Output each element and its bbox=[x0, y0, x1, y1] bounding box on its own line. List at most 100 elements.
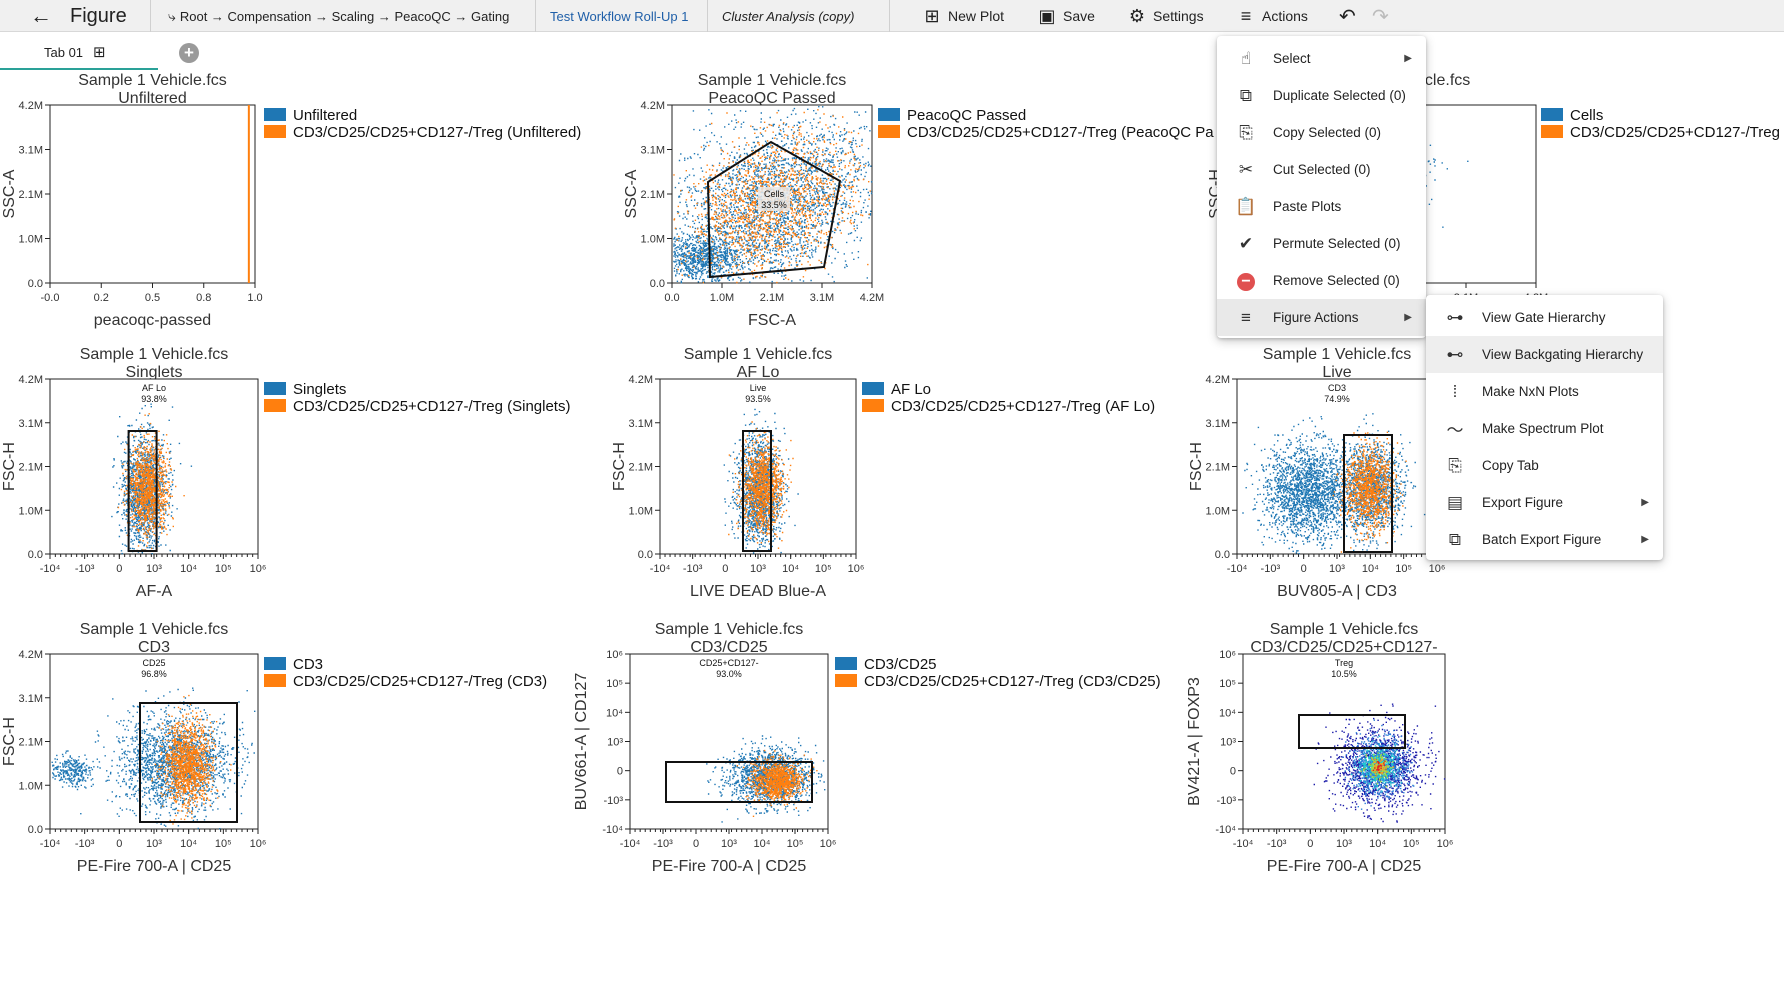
y-tick-label: 0.0 bbox=[28, 278, 43, 290]
y-axis-label: FSC-H bbox=[1, 717, 18, 766]
gate-percent: 96.8% bbox=[141, 669, 167, 679]
menu-item-select[interactable]: ☝ Select ▶ bbox=[1217, 40, 1426, 77]
plot-subtitle: Unfiltered bbox=[118, 90, 186, 107]
save-button[interactable]: ▣ Save bbox=[1037, 0, 1094, 32]
legend-swatch bbox=[264, 108, 286, 121]
menu-item-copy-selected-0[interactable]: ⎘ Copy Selected (0) bbox=[1217, 114, 1426, 151]
x-tick-label: 10⁶ bbox=[250, 838, 267, 850]
undo-button[interactable]: ↶ bbox=[1339, 0, 1356, 32]
menu-item-view-backgating-hierarchy[interactable]: ⊷ View Backgating Hierarchy bbox=[1426, 336, 1663, 373]
plot-subtitle: CD3/CD25/CD25+CD127- bbox=[1250, 639, 1437, 656]
plot-subtitle: AF Lo bbox=[737, 364, 780, 381]
legend-swatch bbox=[264, 674, 286, 687]
menu-item-view-gate-hierarchy[interactable]: ⊶ View Gate Hierarchy bbox=[1426, 299, 1663, 336]
x-tick-label: 10³ bbox=[1336, 838, 1352, 850]
y-tick-label: 3.1M bbox=[19, 693, 43, 705]
legend-swatch bbox=[264, 399, 286, 412]
y-tick-label: 10⁶ bbox=[1219, 649, 1236, 661]
gate-name: AF Lo bbox=[142, 383, 166, 393]
actions-button[interactable]: ≡ Actions bbox=[1236, 0, 1308, 32]
plot-panel: Sample 1 Vehicle.fcsUnfiltered4.2M3.1M2.… bbox=[1, 72, 581, 329]
legend-entry: Cells bbox=[1570, 107, 1603, 124]
plot-frame bbox=[49, 378, 259, 555]
y-tick-label: 3.1M bbox=[641, 145, 665, 157]
y-tick-label: 3.1M bbox=[19, 145, 43, 157]
workflow-tab-roll-up[interactable]: Test Workflow Roll-Up 1 bbox=[550, 8, 689, 24]
y-tick-label: 2.1M bbox=[19, 737, 43, 749]
add-tab-button[interactable]: + bbox=[179, 43, 199, 63]
legend-swatch bbox=[878, 125, 900, 138]
undo-icon: ↶ bbox=[1339, 5, 1356, 28]
x-tick-label: 10⁵ bbox=[215, 563, 232, 575]
menu-item-remove-selected-0[interactable]: − Remove Selected (0) bbox=[1217, 262, 1426, 299]
legend-entry: CD3/CD25/CD25+CD127-/Treg bbox=[1570, 124, 1780, 141]
menu-item-make-spectrum-plot[interactable]: 〜 Make Spectrum Plot bbox=[1426, 410, 1663, 447]
y-tick-label: 1.0M bbox=[19, 234, 43, 246]
y-tick-label: 0 bbox=[617, 766, 623, 778]
x-tick-label: -10³ bbox=[1267, 838, 1287, 850]
scatter-points bbox=[1372, 760, 1386, 774]
gate-rectangle bbox=[1298, 714, 1406, 749]
new-plot-button[interactable]: ⊞ New Plot bbox=[922, 0, 1004, 32]
tab-01[interactable]: Tab 01 ⊞ bbox=[0, 36, 158, 70]
y-axis-label: BV421-A | FOXP3 bbox=[1186, 677, 1203, 806]
breadcrumb[interactable]: ⤷ Root → Compensation → Scaling → PeacoQC… bbox=[168, 0, 509, 32]
redo-button[interactable]: ↷ bbox=[1372, 0, 1389, 32]
settings-button[interactable]: ⚙ Settings bbox=[1127, 0, 1204, 32]
y-tick-label: 1.0M bbox=[19, 780, 43, 792]
plot-frame bbox=[49, 653, 259, 830]
y-tick-label: -10³ bbox=[603, 795, 623, 807]
back-button[interactable]: ← bbox=[30, 0, 52, 32]
menu-item-label: Copy Selected (0) bbox=[1273, 125, 1382, 140]
y-tick-label: 4.2M bbox=[641, 100, 665, 112]
menu-item-make-nxn-plots[interactable]: ⁞ Make NxN Plots bbox=[1426, 373, 1663, 410]
breadcrumb-text: Root → Compensation → Scaling → PeacoQC … bbox=[179, 8, 510, 24]
y-tick-label: 4.2M bbox=[629, 374, 653, 386]
menu-item-copy-tab[interactable]: ⎘ Copy Tab bbox=[1426, 447, 1663, 484]
x-tick-label: -10⁴ bbox=[1233, 838, 1254, 850]
menu-item-label: View Gate Hierarchy bbox=[1482, 310, 1606, 325]
plot-subtitle: CD3/CD25 bbox=[690, 639, 767, 656]
grid-icon[interactable]: ⊞ bbox=[93, 44, 106, 61]
x-axis-label: PE-Fire 700-A | CD25 bbox=[1267, 858, 1422, 875]
gate-rectangle bbox=[742, 430, 772, 552]
x-tick-label: 10⁵ bbox=[815, 563, 832, 575]
menu-item-duplicate-selected-0[interactable]: ⧉ Duplicate Selected (0) bbox=[1217, 77, 1426, 114]
y-axis-label: FSC-H bbox=[611, 442, 628, 491]
menu-item-paste-plots[interactable]: 📋 Paste Plots bbox=[1217, 188, 1426, 225]
divider bbox=[150, 0, 151, 32]
x-axis-label: AF-A bbox=[136, 583, 173, 600]
y-axis-label: SSC-A bbox=[1, 169, 18, 218]
menu-item-batch-export-figure[interactable]: ⧉ Batch Export Figure ▶ bbox=[1426, 521, 1663, 558]
workflow-tab-cluster[interactable]: Cluster Analysis (copy) bbox=[722, 8, 855, 24]
tab-bar: Tab 01 ⊞ + bbox=[0, 36, 1784, 70]
plot-title: Sample 1 Vehicle.fcs bbox=[655, 621, 804, 638]
gate-rectangle bbox=[127, 430, 158, 552]
legend-entry: CD3/CD25/CD25+CD127-/Treg (Unfiltered) bbox=[293, 124, 581, 141]
y-tick-label: -10³ bbox=[1216, 795, 1236, 807]
x-tick-label: 0 bbox=[693, 838, 699, 850]
x-tick-label: 10⁴ bbox=[1369, 838, 1386, 850]
y-tick-label: 0.0 bbox=[650, 278, 665, 290]
figure-actions-submenu: ⊶ View Gate Hierarchy ⊷ View Backgating Hie… bbox=[1426, 295, 1663, 560]
gate-rectangle bbox=[1343, 434, 1393, 553]
arrow-left-icon: ← bbox=[30, 3, 52, 28]
x-tick-label: 0 bbox=[1301, 563, 1307, 575]
menu-item-label: View Backgating Hierarchy bbox=[1482, 347, 1644, 362]
legend-entry: CD3 bbox=[293, 656, 323, 673]
menu-item-label: Make NxN Plots bbox=[1482, 384, 1579, 399]
menu-item-cut-selected-0[interactable]: ✂ Cut Selected (0) bbox=[1217, 151, 1426, 188]
document-icon: ▤ bbox=[1446, 492, 1464, 512]
y-tick-label: 2.1M bbox=[1206, 462, 1230, 474]
gate-name: CD25+CD127- bbox=[699, 658, 758, 668]
menu-item-permute-selected-0[interactable]: ✔ Permute Selected (0) bbox=[1217, 225, 1426, 262]
legend-swatch bbox=[835, 674, 857, 687]
menu-item-export-figure[interactable]: ▤ Export Figure ▶ bbox=[1426, 484, 1663, 521]
spectrum-line-icon: 〜 bbox=[1446, 421, 1464, 440]
scatter-points bbox=[1371, 758, 1395, 777]
x-tick-label: 10⁵ bbox=[1403, 838, 1420, 850]
scissors-icon: ✂ bbox=[1238, 159, 1254, 179]
menu-item-figure-actions[interactable]: ≡ Figure Actions ▶ bbox=[1217, 299, 1426, 336]
y-tick-label: -10⁴ bbox=[1215, 824, 1236, 836]
